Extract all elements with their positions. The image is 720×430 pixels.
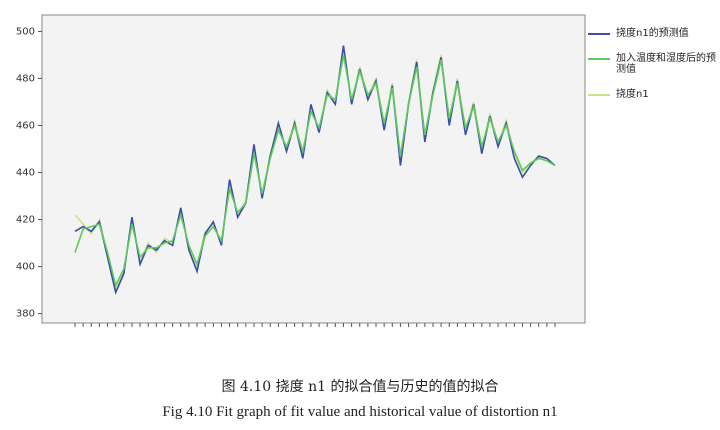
y-tick-label: 460 [16, 121, 35, 132]
caption-en: Fig 4.10 Fit graph of fit value and hist… [162, 404, 558, 420]
legend-swatch [588, 58, 610, 60]
legend-item: 加入温度和湿度后的预测值 [588, 53, 716, 75]
legend-label: 挠度n1的预测值 [616, 28, 689, 39]
legend-item: 挠度n1 [588, 89, 716, 100]
y-tick-label: 440 [16, 168, 35, 179]
legend-label: 加入温度和湿度后的预测值 [616, 53, 716, 75]
y-tick-label: 380 [16, 309, 35, 320]
y-tick-label: 500 [16, 26, 35, 37]
legend-swatch [588, 33, 610, 35]
caption-cn: 图 4.10 挠度 n1 的拟合值与历史的值的拟合 [221, 379, 499, 395]
y-tick-label: 420 [16, 215, 35, 226]
legend: 挠度n1的预测值加入温度和湿度后的预测值挠度n1 [588, 28, 716, 114]
legend-label: 挠度n1 [616, 89, 649, 100]
y-tick-label: 400 [16, 262, 35, 273]
legend-item: 挠度n1的预测值 [588, 28, 716, 39]
legend-swatch [588, 94, 610, 96]
plot-area [41, 14, 586, 324]
series-line [74, 54, 556, 288]
y-tick-label: 480 [16, 73, 35, 84]
